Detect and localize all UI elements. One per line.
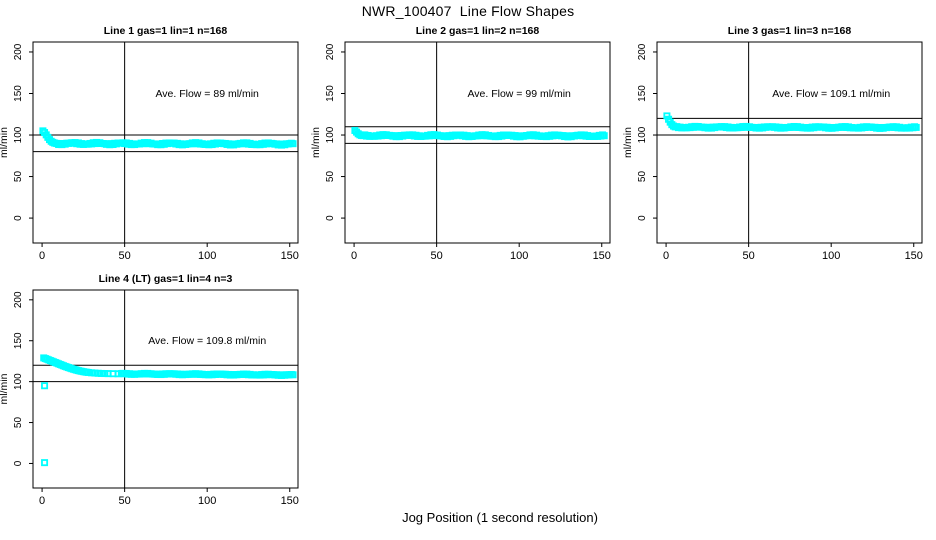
y-tick-label: 200 xyxy=(637,43,648,60)
y-axis-title: ml/min xyxy=(0,373,10,404)
data-points-series xyxy=(40,354,297,467)
y-tick-label: 150 xyxy=(637,85,648,102)
y-tick-label: 100 xyxy=(637,126,648,143)
x-tick-label: 100 xyxy=(822,250,840,262)
data-point-marker xyxy=(41,382,49,390)
x-tick-label: 0 xyxy=(39,250,45,262)
data-points-series xyxy=(351,126,608,141)
panel-title: Line 4 (LT) gas=1 lin=4 n=3 xyxy=(99,273,233,285)
y-tick-label: 0 xyxy=(13,215,24,221)
panel-title: Line 2 gas=1 lin=2 n=168 xyxy=(416,25,540,37)
plot-box xyxy=(344,41,611,244)
y-tick-label: 100 xyxy=(13,373,24,390)
y-tick-label: 100 xyxy=(13,126,24,143)
data-point-marker xyxy=(600,132,608,140)
x-tick-label: 50 xyxy=(743,250,755,262)
plot-box xyxy=(32,289,299,489)
y-tick-label: 150 xyxy=(13,332,24,349)
x-axis-label: Jog Position (1 second resolution) xyxy=(402,510,598,525)
y-tick-label: 200 xyxy=(325,43,336,60)
y-tick-label: 50 xyxy=(13,417,24,429)
plot-box xyxy=(656,41,923,244)
y-tick-label: 50 xyxy=(13,171,24,183)
panel-title: Line 3 gas=1 lin=3 n=168 xyxy=(728,25,852,37)
data-point-marker xyxy=(41,459,49,467)
y-axis-title: ml/min xyxy=(622,127,634,158)
panel-line-4: Line 4 (LT) gas=1 lin=4 n=3 0 50 100 150 0 50 1… xyxy=(0,273,299,507)
ave-flow-annotation: Ave. Flow = 89 ml/min xyxy=(155,88,259,100)
y-tick-label: 150 xyxy=(325,85,336,102)
panel-line-3: Line 3 gas=1 lin=3 n=168 0 50 100 150 0 50 100 1… xyxy=(622,25,923,262)
x-tick-label: 100 xyxy=(510,250,528,262)
ave-flow-annotation: Ave. Flow = 109.8 ml/min xyxy=(148,335,266,347)
x-tick-label: 0 xyxy=(39,495,45,507)
panel-line-1: Line 1 gas=1 lin=1 n=168 0 50 100 150 0 50 100 1… xyxy=(0,25,299,262)
y-tick-label: 200 xyxy=(13,43,24,60)
x-tick-label: 50 xyxy=(431,250,443,262)
data-point-marker xyxy=(912,123,920,131)
y-tick-label: 150 xyxy=(13,85,24,102)
x-tick-label: 150 xyxy=(281,495,299,507)
y-tick-label: 0 xyxy=(637,215,648,221)
x-tick-label: 100 xyxy=(198,250,216,262)
x-tick-label: 0 xyxy=(663,250,669,262)
panel-title: Line 1 gas=1 lin=1 n=168 xyxy=(104,25,228,37)
x-tick-label: 50 xyxy=(119,495,131,507)
y-tick-label: 50 xyxy=(637,171,648,183)
panel-line-2: Line 2 gas=1 lin=2 n=168 0 50 100 150 0 50 100 1… xyxy=(310,25,611,262)
y-axis-title: ml/min xyxy=(310,127,322,158)
x-tick-label: 150 xyxy=(905,250,923,262)
x-tick-label: 150 xyxy=(593,250,611,262)
y-tick-label: 200 xyxy=(13,291,24,308)
x-tick-label: 150 xyxy=(281,250,299,262)
x-tick-label: 50 xyxy=(119,250,131,262)
y-tick-label: 0 xyxy=(13,460,24,466)
x-tick-label: 0 xyxy=(351,250,357,262)
data-points-series xyxy=(663,112,920,132)
data-point-marker xyxy=(289,371,297,379)
y-tick-label: 0 xyxy=(325,215,336,221)
plot-box xyxy=(32,41,299,244)
figure-title: NWR_100407 Line Flow Shapes xyxy=(361,3,575,19)
ave-flow-annotation: Ave. Flow = 109.1 ml/min xyxy=(772,88,890,100)
y-tick-label: 100 xyxy=(325,126,336,143)
y-axis-title: ml/min xyxy=(0,127,10,158)
data-point-marker xyxy=(289,140,297,148)
y-tick-label: 50 xyxy=(325,171,336,183)
ave-flow-annotation: Ave. Flow = 99 ml/min xyxy=(467,88,571,100)
x-tick-label: 100 xyxy=(198,495,216,507)
data-points-series xyxy=(39,127,297,149)
